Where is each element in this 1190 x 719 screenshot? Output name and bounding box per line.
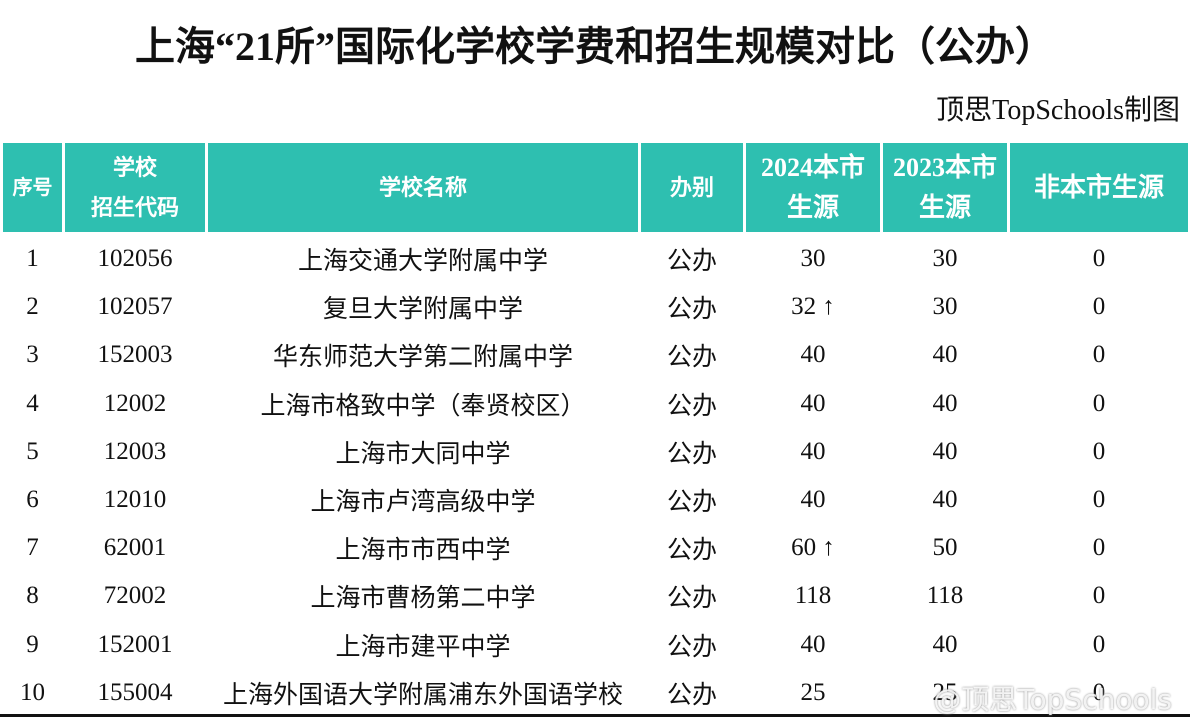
table-cell: 4 (26, 389, 39, 417)
table-cell: 102057 (97, 293, 173, 321)
table-cell: 40 (932, 341, 958, 369)
table-cell: 40 (800, 389, 826, 417)
table-cell: 0 (1092, 293, 1106, 321)
table-cell: 32 ↑ (791, 293, 835, 321)
table-cell: 12010 (103, 486, 167, 513)
table-cell: 7 (26, 534, 39, 562)
table-cell: 50 (932, 534, 958, 562)
header-text: 非本市生源 (1033, 172, 1164, 202)
table-cell: 118 (794, 582, 832, 610)
table-cell: 40 (800, 341, 826, 369)
table-cell: 公办 (666, 296, 717, 324)
table-cell: 10 (20, 678, 45, 706)
table-cell: 72002 (103, 582, 167, 610)
credit: 顶思TopSchools制图 (936, 95, 1180, 126)
table-cell: 30 (932, 293, 958, 321)
table-cell: 公办 (666, 344, 717, 372)
table-cell: 0 (1092, 534, 1106, 562)
table-cell: 上海交通大学附属中学 (297, 248, 548, 275)
table-cell: 6 (26, 486, 39, 513)
table-cell: 12002 (103, 389, 167, 417)
header-cell: 2024本市 生源 (746, 143, 880, 232)
table-cell: 30 (800, 245, 826, 272)
header-text: 生源 (786, 192, 839, 222)
table-cell: 上海外国语大学附属浦东外国语学校 (222, 681, 623, 709)
table-cell: 公办 (666, 681, 717, 709)
table-cell: 102056 (97, 245, 173, 272)
table-cell: 40 (932, 630, 958, 658)
table-cell: 5 (26, 437, 39, 465)
table-cell: 62001 (103, 534, 167, 562)
table-cell: 9 (26, 630, 39, 658)
header-text: 招生代码 (90, 194, 179, 220)
header-cell: 2023本市 生源 (883, 143, 1007, 232)
header-cell: 非本市生源 (1010, 143, 1188, 232)
header-text: 学校 (112, 154, 157, 180)
table-cell: 152001 (97, 630, 173, 658)
table-cell: 公办 (666, 633, 717, 661)
table-cell: 25 (800, 678, 826, 706)
table-cell: 25 (932, 678, 958, 706)
table-cell: 3 (26, 341, 39, 369)
table-cell: 0 (1092, 437, 1106, 465)
table-cell: 上海市卢湾高级中学 (310, 489, 536, 516)
table-cell: 上海市曹杨第二中学 (310, 585, 536, 613)
table-cell: 上海市格致中学（奉贤校区） (260, 392, 586, 420)
table-cell: 2 (26, 293, 39, 321)
table-cell: 0 (1092, 630, 1106, 658)
table-cell: 华东师范大学第二附属中学 (272, 344, 573, 372)
table-cell: 40 (932, 389, 958, 417)
table-cell: 40 (932, 486, 958, 513)
table-cell: 0 (1092, 389, 1106, 417)
table-cell: 公办 (666, 248, 717, 275)
table-cell: 上海市建平中学 (335, 633, 511, 661)
table-cell: 60 ↑ (791, 534, 835, 562)
table-cell: 0 (1092, 678, 1106, 706)
table-cell: 40 (800, 437, 826, 465)
bottom-rule (0, 714, 1190, 717)
table-cell: 公办 (666, 489, 717, 516)
table-cell: 40 (932, 437, 958, 465)
header-text: 2024本市 (760, 152, 865, 182)
table-cell: 0 (1092, 486, 1106, 513)
table-cell: 0 (1092, 582, 1106, 610)
header-text: 生源 (918, 192, 971, 222)
table-cell: 复旦大学附属中学 (322, 296, 523, 324)
table-cell: 118 (926, 582, 964, 610)
table-cell: 公办 (666, 585, 717, 613)
header-cell: 学校 招生代码 (65, 143, 205, 232)
header-cell: 办别 (641, 143, 743, 232)
header-cell: 序号 (3, 143, 62, 232)
header-text: 序号 (12, 176, 53, 199)
table-cell: 0 (1092, 245, 1106, 272)
table-cell: 12003 (103, 437, 167, 465)
table-cell: 公办 (666, 392, 717, 420)
table-cell: 40 (800, 486, 826, 513)
table-cell: 上海市市西中学 (335, 537, 511, 565)
table-cell: 上海市大同中学 (335, 440, 511, 468)
table-cell: 公办 (666, 537, 717, 565)
table-cell: 8 (26, 582, 39, 610)
title: 上海“21所”国际化学校学费和招生规模对比（公办） (135, 24, 1055, 69)
table-cell: 30 (932, 245, 958, 272)
table-cell: 40 (800, 630, 826, 658)
watermark: @顶思TopSchools (933, 683, 1172, 716)
table-cell: 公办 (666, 440, 717, 468)
header-text: 办别 (669, 174, 714, 200)
table-cell: 152003 (97, 341, 173, 369)
header-text: 2023本市 (892, 152, 997, 182)
table-cell: 1 (26, 245, 39, 272)
table-cell: 0 (1092, 341, 1106, 369)
header-cell: 学校名称 (208, 143, 638, 232)
header-text: 学校名称 (378, 174, 467, 200)
table-cell: 155004 (97, 678, 173, 706)
